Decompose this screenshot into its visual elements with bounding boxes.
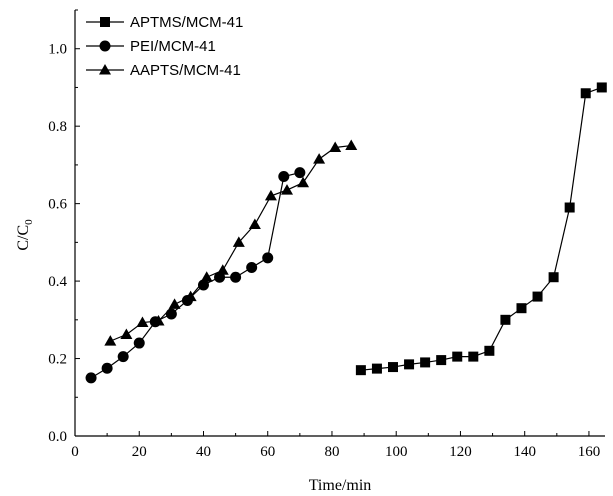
data-point-aapts-mcm-41 [120, 328, 133, 340]
data-point-aapts-mcm-41 [297, 176, 310, 188]
data-point-aapts-mcm-41 [184, 290, 197, 302]
x-tick-label: 0 [71, 444, 79, 460]
series-aptms-mcm-41 [355, 82, 607, 376]
x-tick-label: 20 [132, 444, 147, 460]
series-layer [85, 82, 607, 384]
data-point-aptms-mcm-41 [452, 351, 463, 362]
axes-layer [74, 10, 605, 437]
data-point-pei-mcm-41 [262, 252, 274, 264]
data-point-aptms-mcm-41 [548, 272, 559, 283]
data-point-pei-mcm-41 [117, 351, 129, 363]
data-point-aapts-mcm-41 [216, 264, 229, 275]
x-tick-label: 60 [260, 444, 275, 460]
y-tick-label: 0.0 [48, 429, 67, 445]
data-point-pei-mcm-41 [197, 279, 209, 291]
x-tick-label: 80 [324, 444, 339, 460]
data-point-aptms-mcm-41 [404, 359, 415, 370]
legend-label: APTMS/MCM-41 [130, 14, 243, 31]
data-point-pei-mcm-41 [230, 271, 242, 283]
data-point-aapts-mcm-41 [264, 189, 277, 201]
data-point-aptms-mcm-41 [484, 345, 495, 356]
data-point-aapts-mcm-41 [248, 218, 261, 230]
data-point-aptms-mcm-41 [420, 357, 431, 368]
data-point-aapts-mcm-41 [152, 314, 165, 326]
series-aapts-mcm-41 [104, 139, 358, 346]
legend-item-pei-mcm-41: PEI/MCM-41 [86, 38, 216, 55]
legend-item-aptms-mcm-41: APTMS/MCM-41 [86, 14, 243, 31]
x-axis-title: Time/min [309, 477, 372, 494]
data-point-aptms-mcm-41 [580, 88, 591, 99]
data-point-aapts-mcm-41 [313, 153, 326, 164]
data-point-aptms-mcm-41 [388, 362, 398, 373]
data-point-pei-mcm-41 [101, 362, 113, 374]
data-point-aptms-mcm-41 [516, 303, 527, 314]
data-point-aptms-mcm-41 [532, 291, 543, 302]
series-line-aptms-mcm-41 [360, 86, 602, 371]
y-tick-label: 0.6 [48, 197, 67, 213]
legend-marker-triangle [99, 64, 111, 75]
legend-marker-circle [99, 40, 111, 52]
data-point-pei-mcm-41 [246, 262, 258, 274]
data-point-aapts-mcm-41 [168, 298, 181, 309]
data-point-pei-mcm-41 [165, 308, 177, 320]
y-axis-title: C/C0 [15, 219, 35, 251]
data-point-pei-mcm-41 [85, 372, 97, 384]
x-tick-label: 140 [513, 444, 536, 460]
legend: APTMS/MCM-41 PEI/MCM-41 AAPTS/MCM-41 [86, 14, 243, 79]
data-point-aptms-mcm-41 [371, 363, 382, 374]
data-point-aapts-mcm-41 [281, 184, 293, 195]
legend-label: PEI/MCM-41 [130, 38, 216, 55]
data-point-aapts-mcm-41 [136, 316, 149, 328]
legend-marker-square [100, 17, 110, 27]
series-line-aapts-mcm-41 [110, 144, 352, 342]
x-ticks: 0 20 40 60 80 100 120 140 160 [71, 431, 600, 460]
y-tick-label: 0.8 [48, 119, 67, 135]
data-point-aapts-mcm-41 [329, 141, 342, 152]
data-point-aptms-mcm-41 [468, 351, 479, 362]
legend-label: AAPTS/MCM-41 [130, 62, 241, 79]
data-point-aptms-mcm-41 [564, 202, 575, 213]
series-line-pei-mcm-41 [90, 172, 300, 379]
x-tick-label: 40 [196, 444, 211, 460]
data-point-aapts-mcm-41 [200, 271, 213, 282]
data-point-aapts-mcm-41 [104, 335, 117, 346]
data-point-pei-mcm-41 [278, 171, 290, 183]
data-point-aapts-mcm-41 [232, 236, 245, 247]
y-tick-label: 0.4 [48, 274, 67, 290]
data-point-pei-mcm-41 [133, 337, 145, 349]
data-point-aptms-mcm-41 [355, 365, 366, 376]
x-tick-label: 100 [385, 444, 408, 460]
y-axis-title-main: C/C [15, 225, 32, 251]
data-point-aptms-mcm-41 [436, 355, 447, 366]
x-tick-label: 160 [578, 444, 601, 460]
data-point-aptms-mcm-41 [596, 82, 607, 93]
data-point-aapts-mcm-41 [345, 139, 358, 151]
y-ticks: 0.0 0.2 0.4 0.6 0.8 1.0 [48, 9, 80, 445]
legend-item-aapts-mcm-41: AAPTS/MCM-41 [86, 62, 241, 79]
y-tick-label: 1.0 [48, 42, 67, 58]
data-point-aptms-mcm-41 [500, 314, 511, 325]
y-axis-title-subscript: 0 [23, 219, 35, 225]
x-tick-label: 120 [449, 444, 472, 460]
y-tick-label: 0.2 [48, 352, 67, 368]
data-point-pei-mcm-41 [294, 167, 306, 179]
